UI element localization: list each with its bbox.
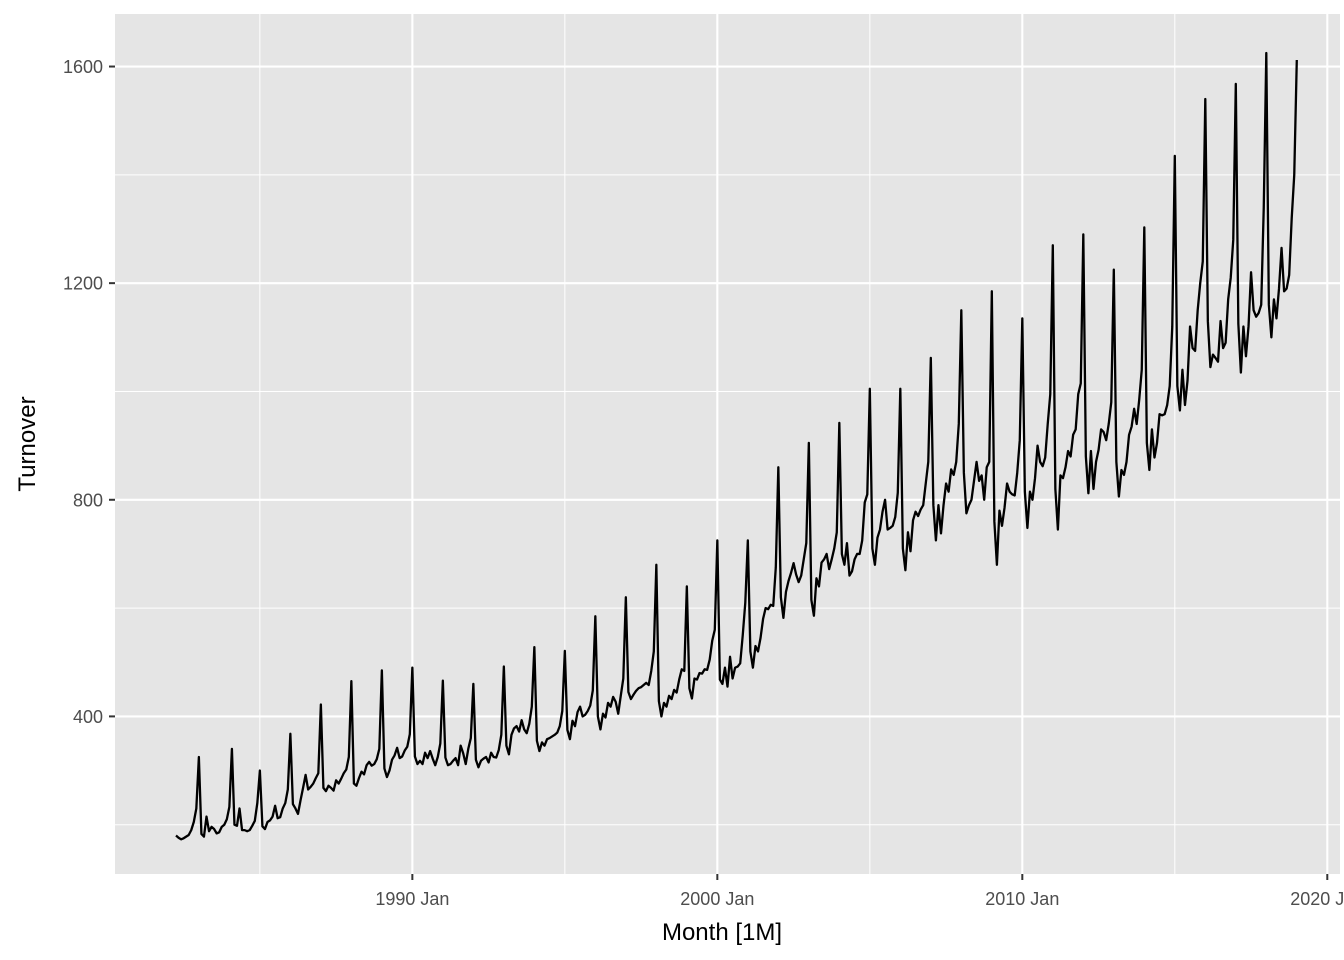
turnover-line	[175, 51, 1298, 841]
x-tick-label: 1990 Jan	[375, 889, 449, 909]
y-tick-label: 400	[73, 707, 103, 727]
y-axis-title: Turnover	[14, 396, 41, 491]
y-tick-label: 800	[73, 490, 103, 510]
y-tick-label: 1200	[63, 274, 103, 294]
x-tick-label: 2020 Jan	[1290, 889, 1344, 909]
major-gridlines	[115, 14, 1340, 874]
x-tick-label: 2010 Jan	[985, 889, 1059, 909]
x-tick-label: 2000 Jan	[680, 889, 754, 909]
x-axis: 1990 Jan 2000 Jan 2010 Jan 2020 Jan	[375, 874, 1344, 909]
y-axis: 400 800 1200 1600	[63, 57, 115, 727]
x-axis-title: Month [1M]	[662, 919, 782, 946]
y-tick-label: 1600	[63, 57, 103, 77]
